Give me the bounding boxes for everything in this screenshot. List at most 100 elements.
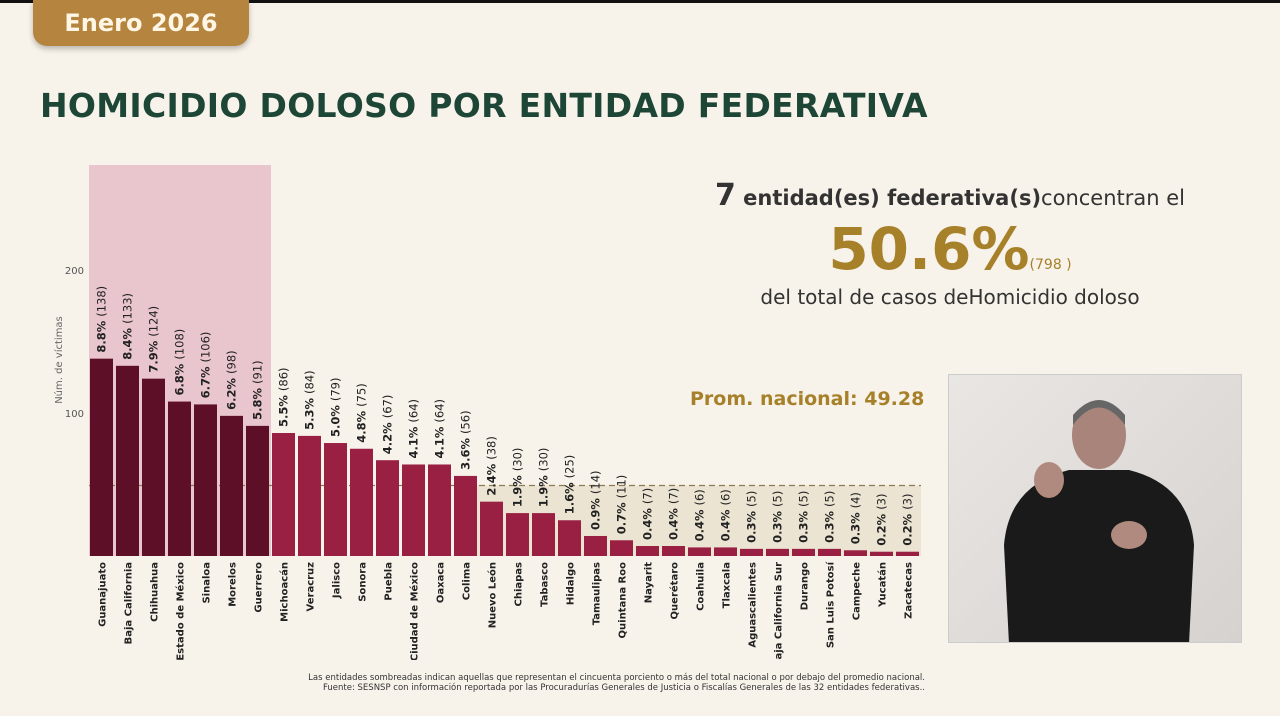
data-label: 4.2% (67) (381, 395, 395, 455)
bar (636, 545, 659, 556)
bar (870, 551, 893, 556)
data-label: 0.4% (6) (719, 489, 733, 541)
x-tick-label: Campeche (852, 562, 863, 620)
x-tick-label: Michoacán (279, 562, 291, 622)
data-label: 4.8% (75) (355, 383, 369, 443)
data-label: 0.3% (4) (849, 492, 863, 544)
bar (506, 513, 529, 556)
x-tick-label: Sinaloa (202, 562, 213, 604)
x-tick-label: Hidalgo (566, 562, 577, 605)
y-tick-label: 200 (65, 266, 84, 277)
bar (610, 540, 633, 556)
data-label: 0.2% (3) (875, 494, 889, 546)
data-label: 8.4% (133) (121, 293, 135, 360)
footnote: Las entidades sombreadas indican aquella… (308, 673, 925, 683)
data-label: 3.6% (56) (459, 410, 473, 470)
data-label: 0.3% (5) (823, 491, 837, 543)
bar-chart: 100 200 Núm. de víctimas 8.8% (138) Guanajua… (53, 165, 921, 660)
data-label: 2.4% (38) (485, 436, 499, 496)
x-tick-label: Sonora (358, 562, 369, 602)
bar (818, 548, 841, 556)
page-title: HOMICIDIO DOLOSO POR ENTIDAD FEDERATIVA (40, 86, 928, 125)
x-tick-label: San Luis Potosí (825, 561, 837, 648)
bar (714, 547, 737, 556)
x-tick-label: Guanajuato (98, 562, 109, 627)
bar (584, 535, 607, 556)
x-tick-label: Veracruz (306, 562, 317, 612)
x-tick-label: Querétaro (669, 562, 681, 620)
bar (324, 443, 347, 556)
x-tick-label: Estado de México (175, 562, 187, 660)
bar (662, 545, 685, 556)
data-label: 5.0% (79) (329, 378, 343, 438)
data-label: 0.2% (3) (901, 494, 915, 546)
summary-count: 7 (714, 178, 736, 213)
bar (688, 547, 711, 556)
x-tick-label: Nayarit (644, 562, 655, 603)
x-tick-label: Morelos (228, 562, 239, 607)
bar (532, 513, 555, 556)
summary-panel: 7 entidad(es) federativa(s)concentran el… (700, 178, 1200, 309)
data-label: 5.3% (84) (303, 370, 317, 430)
data-label: 1.9% (30) (511, 448, 525, 508)
x-tick-label: Chihuahua (150, 562, 161, 622)
x-tick-label: Jalisco (332, 562, 343, 599)
x-tick-label: Yucatán (877, 562, 889, 608)
x-tick-label: Guerrero (254, 562, 265, 613)
data-label: 6.7% (106) (199, 332, 213, 399)
bar (896, 551, 919, 556)
x-tick-label: Baja California Sur (774, 562, 785, 660)
bar (558, 520, 581, 556)
month-badge: Enero 2026 (33, 0, 249, 46)
bar (766, 548, 789, 556)
bar (116, 365, 139, 556)
bar (168, 401, 191, 556)
source-note: Fuente: SESNSP con información reportada… (322, 683, 925, 693)
x-tick-label: Baja California (124, 562, 135, 644)
x-tick-label: Oaxaca (436, 562, 447, 603)
summary-line1b: concentran el (1041, 186, 1186, 210)
x-tick-label: Tabasco (540, 562, 551, 607)
data-label: 0.4% (6) (693, 489, 707, 541)
bar (402, 464, 425, 556)
data-label: 8.8% (138) (95, 286, 109, 353)
bar (454, 475, 477, 556)
bar (428, 464, 451, 556)
summary-line3: del total de casos deHomicidio doloso (760, 285, 1140, 309)
national-average-label: Prom. nacional: 49.28 (690, 388, 925, 410)
summary-total: (798 ) (1029, 257, 1072, 273)
data-label: 0.3% (5) (797, 491, 811, 543)
bar (272, 433, 295, 556)
bar (376, 460, 399, 556)
bar (792, 548, 815, 556)
data-label: 5.5% (86) (277, 368, 291, 428)
x-tick-label: Durango (800, 562, 811, 610)
interpreter-video (948, 374, 1242, 643)
bar (740, 548, 763, 556)
data-label: 1.9% (30) (537, 448, 551, 508)
x-tick-label: Chiapas (514, 562, 525, 607)
data-label: 0.9% (14) (589, 470, 603, 530)
x-tick-label: Puebla (384, 562, 395, 601)
data-label: 0.3% (5) (745, 491, 759, 543)
bar (220, 415, 243, 556)
data-label: 0.4% (7) (667, 488, 681, 540)
summary-percent: 50.6% (828, 215, 1030, 283)
interpreter-figure (1004, 400, 1194, 642)
summary-line1: entidad(es) federativa(s) (735, 186, 1042, 210)
data-label: 6.8% (108) (173, 329, 187, 396)
top-border (0, 0, 1280, 3)
data-label: 0.3% (5) (771, 491, 785, 543)
bar (194, 404, 217, 556)
y-tick-label: 100 (65, 409, 84, 420)
data-label: 5.8% (91) (251, 360, 265, 420)
x-tick-label: Nuevo León (487, 562, 499, 628)
data-label: 4.1% (64) (407, 399, 421, 459)
bar (90, 358, 113, 556)
x-tick-label: Coahuila (696, 562, 707, 611)
x-tick-label: Aguascalientes (748, 562, 759, 648)
bar (298, 435, 321, 556)
x-tick-label: Tlaxcala (722, 562, 733, 608)
bar (142, 378, 165, 556)
bar (844, 550, 867, 556)
